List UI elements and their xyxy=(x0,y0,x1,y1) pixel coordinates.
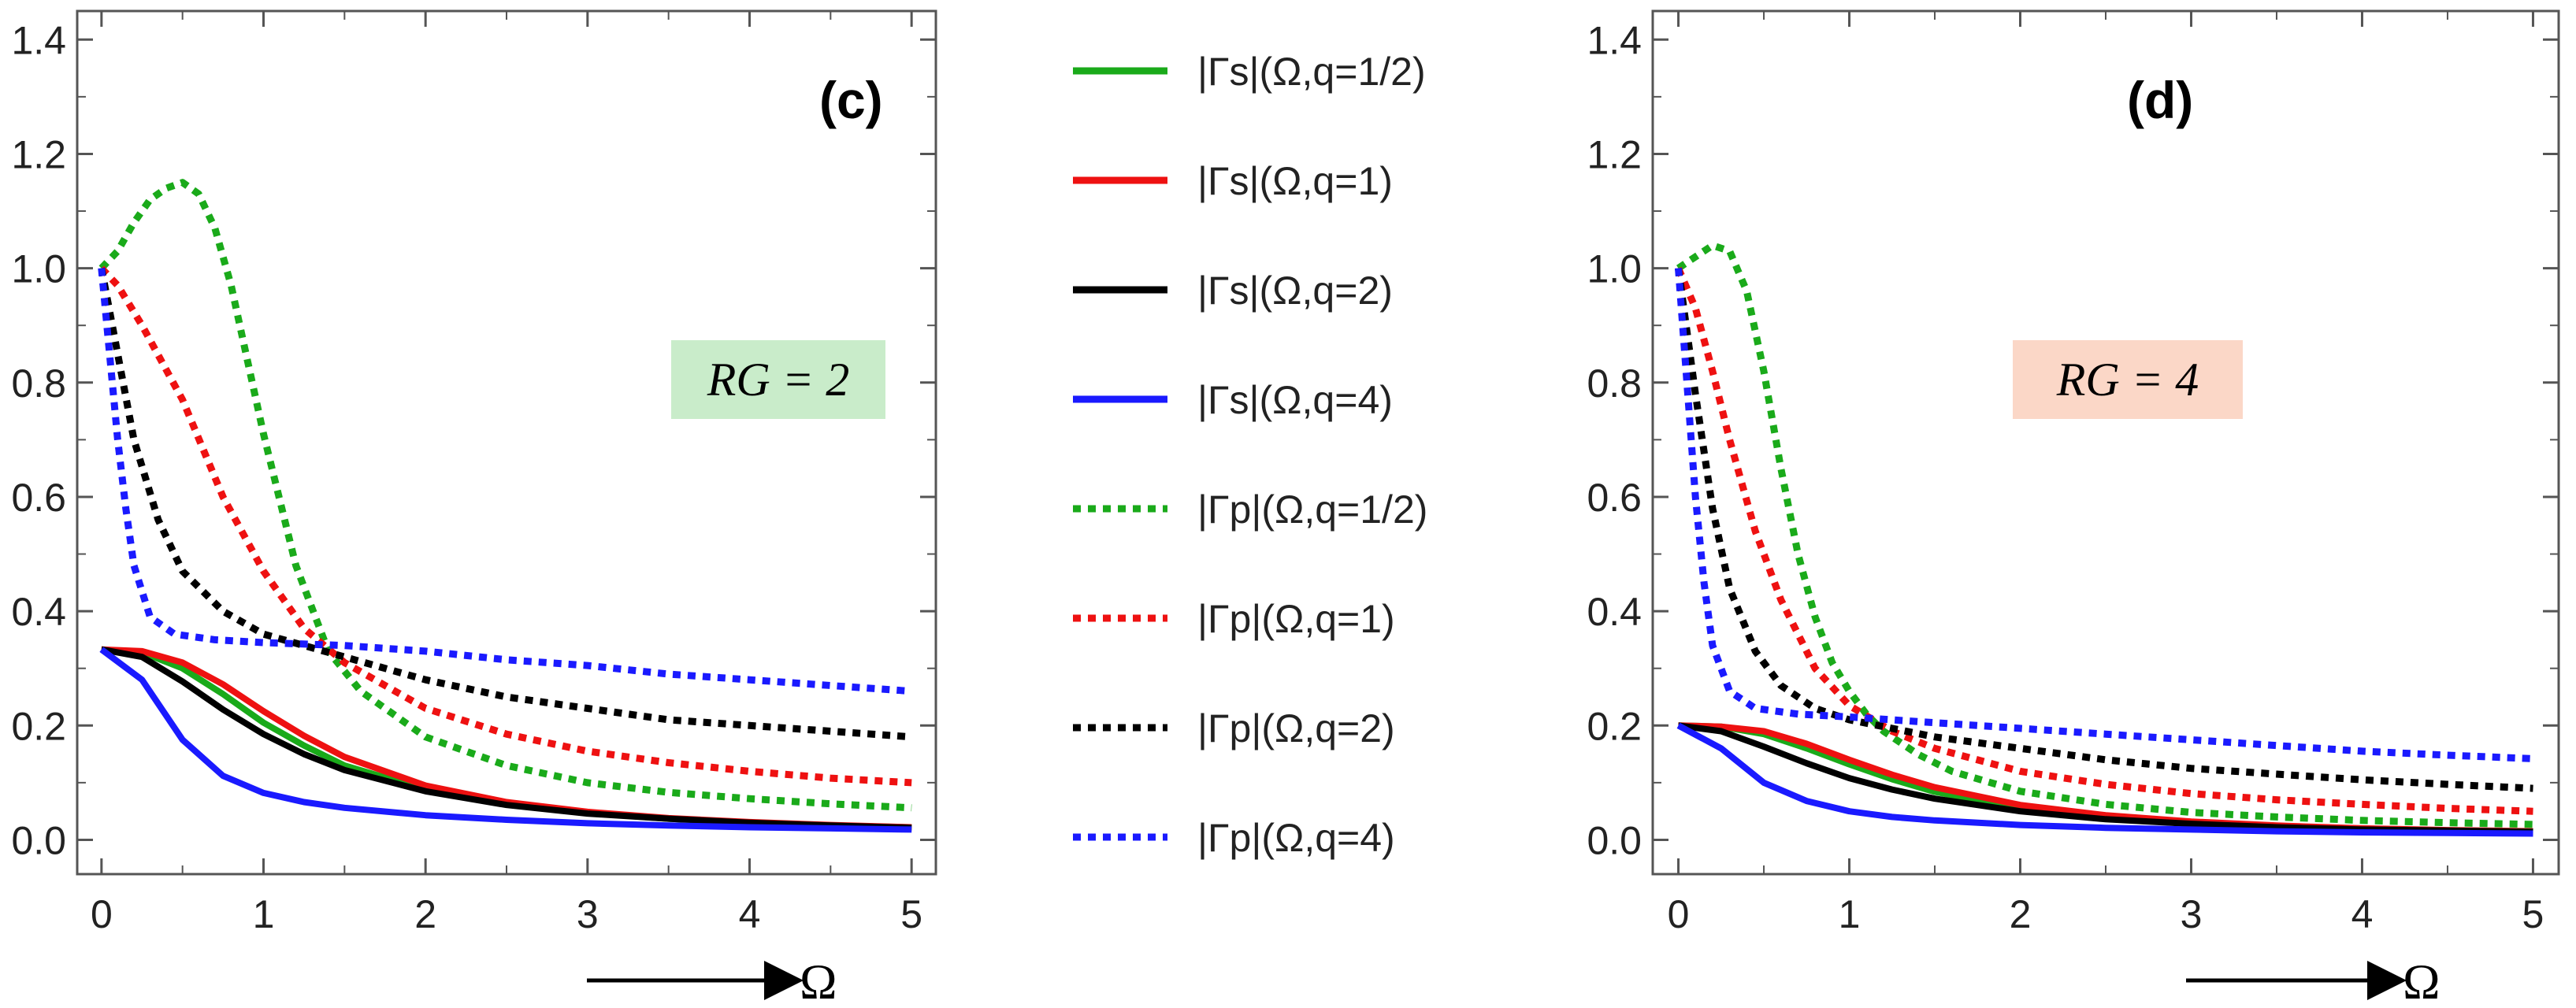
panel-label: (c) xyxy=(819,71,883,129)
series-line-p-q-2-dotted xyxy=(98,267,912,741)
x-axis-label: Ω xyxy=(800,954,837,1008)
y-tick-label: 0.0 xyxy=(11,818,66,862)
x-tick-label: 0 xyxy=(1668,892,1690,936)
y-tick-label: 0.8 xyxy=(1587,361,1642,406)
x-tick-label: 4 xyxy=(739,892,761,936)
annotation-box xyxy=(2013,340,2243,419)
y-tick-label: 0.6 xyxy=(11,476,66,520)
y-tick-label: 1.2 xyxy=(1587,132,1642,176)
y-tick-label: 1.4 xyxy=(11,18,66,62)
panel-c: 0.0 0.2 0.4 0.6 0.8 1.0 1.2 1.4 0 1 2 3 4 5 RG = 2 (c) Ω xyxy=(11,9,937,1008)
annotation-label: RG = 4 xyxy=(2056,354,2199,406)
series-line-s-q-4-solid xyxy=(1676,722,2533,837)
series-line-s-q-2-solid xyxy=(101,646,912,832)
x-tick-label: 2 xyxy=(414,892,436,936)
legend-label: |Γp|(Ω,q=2) xyxy=(1197,706,1395,750)
x-tick-label: 2 xyxy=(2010,892,2032,936)
plot-frame xyxy=(76,9,937,876)
legend-label: |Γs|(Ω,q=4) xyxy=(1197,378,1393,422)
series-line-p-q-4-dotted xyxy=(1675,268,2533,762)
legend: |Γs|(Ω,q=1/2) |Γs|(Ω,q=1) |Γs|(Ω,q=2) |Γs|(… xyxy=(1073,50,1427,860)
x-tick-label: 0 xyxy=(91,892,113,936)
series-line-p-q-2-dotted xyxy=(1675,267,2533,792)
legend-label: |Γp|(Ω,q=1/2) xyxy=(1197,487,1427,532)
series-line-s-q-1-solid xyxy=(1678,722,2533,835)
y-tick-label: 0.0 xyxy=(1587,818,1642,862)
annotation-label: RG = 2 xyxy=(707,354,849,406)
x-tick-label: 3 xyxy=(2181,892,2203,936)
legend-label: |Γs|(Ω,q=1) xyxy=(1197,159,1393,203)
series-line-p-q-1-2-dotted xyxy=(1676,242,2533,828)
x-tick-label: 5 xyxy=(2522,892,2544,936)
legend-label: |Γp|(Ω,q=4) xyxy=(1197,816,1395,860)
y-tick-label: 1.0 xyxy=(1587,247,1642,291)
series-line-s-q-1-solid xyxy=(101,646,912,831)
legend-label: |Γs|(Ω,q=2) xyxy=(1197,269,1393,313)
x-tick-label: 4 xyxy=(2351,892,2374,936)
y-tick-label: 0.8 xyxy=(11,361,66,406)
y-tick-label: 1.4 xyxy=(1587,18,1642,62)
series-line-s-q-4-solid xyxy=(99,647,912,833)
panel-d: 0.0 0.2 0.4 0.6 0.8 1.0 1.2 1.4 0 1 2 3 4 5 RG = 4 (d) Ω xyxy=(1587,9,2560,1008)
y-tick-label: 0.2 xyxy=(1587,704,1642,748)
annotation-box xyxy=(671,340,885,419)
y-tick-label: 0.4 xyxy=(1587,590,1642,634)
series-line-p-q-4-dotted xyxy=(98,268,912,695)
y-tick-label: 0.4 xyxy=(11,590,66,634)
x-tick-label: 5 xyxy=(900,892,922,936)
y-tick-label: 1.2 xyxy=(11,132,66,176)
legend-label: |Γp|(Ω,q=1) xyxy=(1197,597,1395,641)
series-line-p-q-1-dotted xyxy=(98,265,912,787)
y-tick-label: 1.0 xyxy=(11,247,66,291)
panel-label: (d) xyxy=(2127,71,2193,129)
series-line-p-q-1-2-dotted xyxy=(98,179,912,812)
x-tick-label: 1 xyxy=(1839,892,1861,936)
y-tick-label: 0.2 xyxy=(11,704,66,748)
legend-label: |Γs|(Ω,q=1/2) xyxy=(1197,50,1426,94)
x-tick-label: 1 xyxy=(253,892,275,936)
x-tick-label: 3 xyxy=(577,892,599,936)
y-tick-label: 0.6 xyxy=(1587,476,1642,520)
x-axis-label: Ω xyxy=(2403,954,2441,1008)
